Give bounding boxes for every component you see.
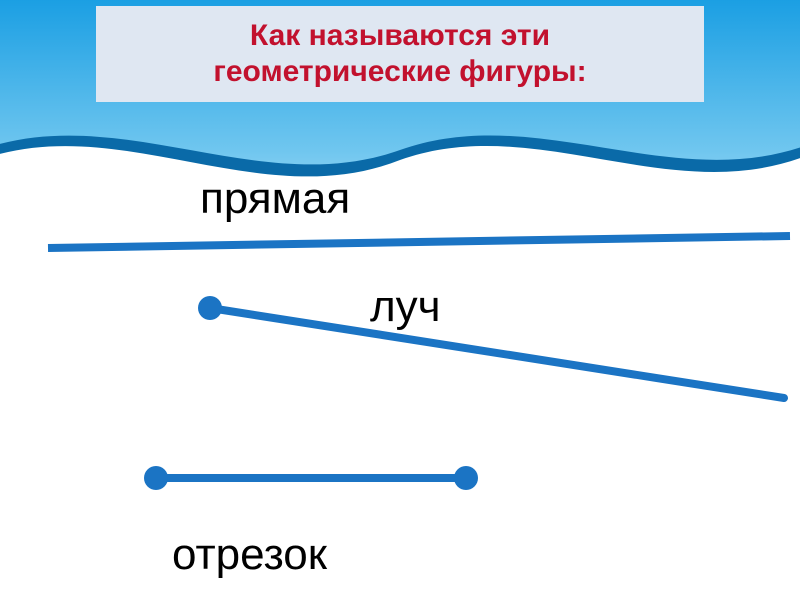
segment-start-point [144, 466, 168, 490]
title-line1: Как называются эти [250, 19, 550, 52]
slide: Как называются эти геометрические фигуры… [0, 0, 800, 600]
shape-line [48, 236, 790, 248]
title-line2: геометрические фигуры: [213, 55, 586, 88]
segment-end-point [454, 466, 478, 490]
title-text: Как называются эти геометрические фигуры… [213, 18, 586, 90]
shape-ray [210, 308, 784, 398]
label-line: прямая [200, 174, 350, 224]
ray-start-point [198, 296, 222, 320]
label-ray: луч [370, 282, 441, 332]
title-box: Как называются эти геометрические фигуры… [96, 6, 704, 102]
label-segment: отрезок [172, 530, 327, 580]
